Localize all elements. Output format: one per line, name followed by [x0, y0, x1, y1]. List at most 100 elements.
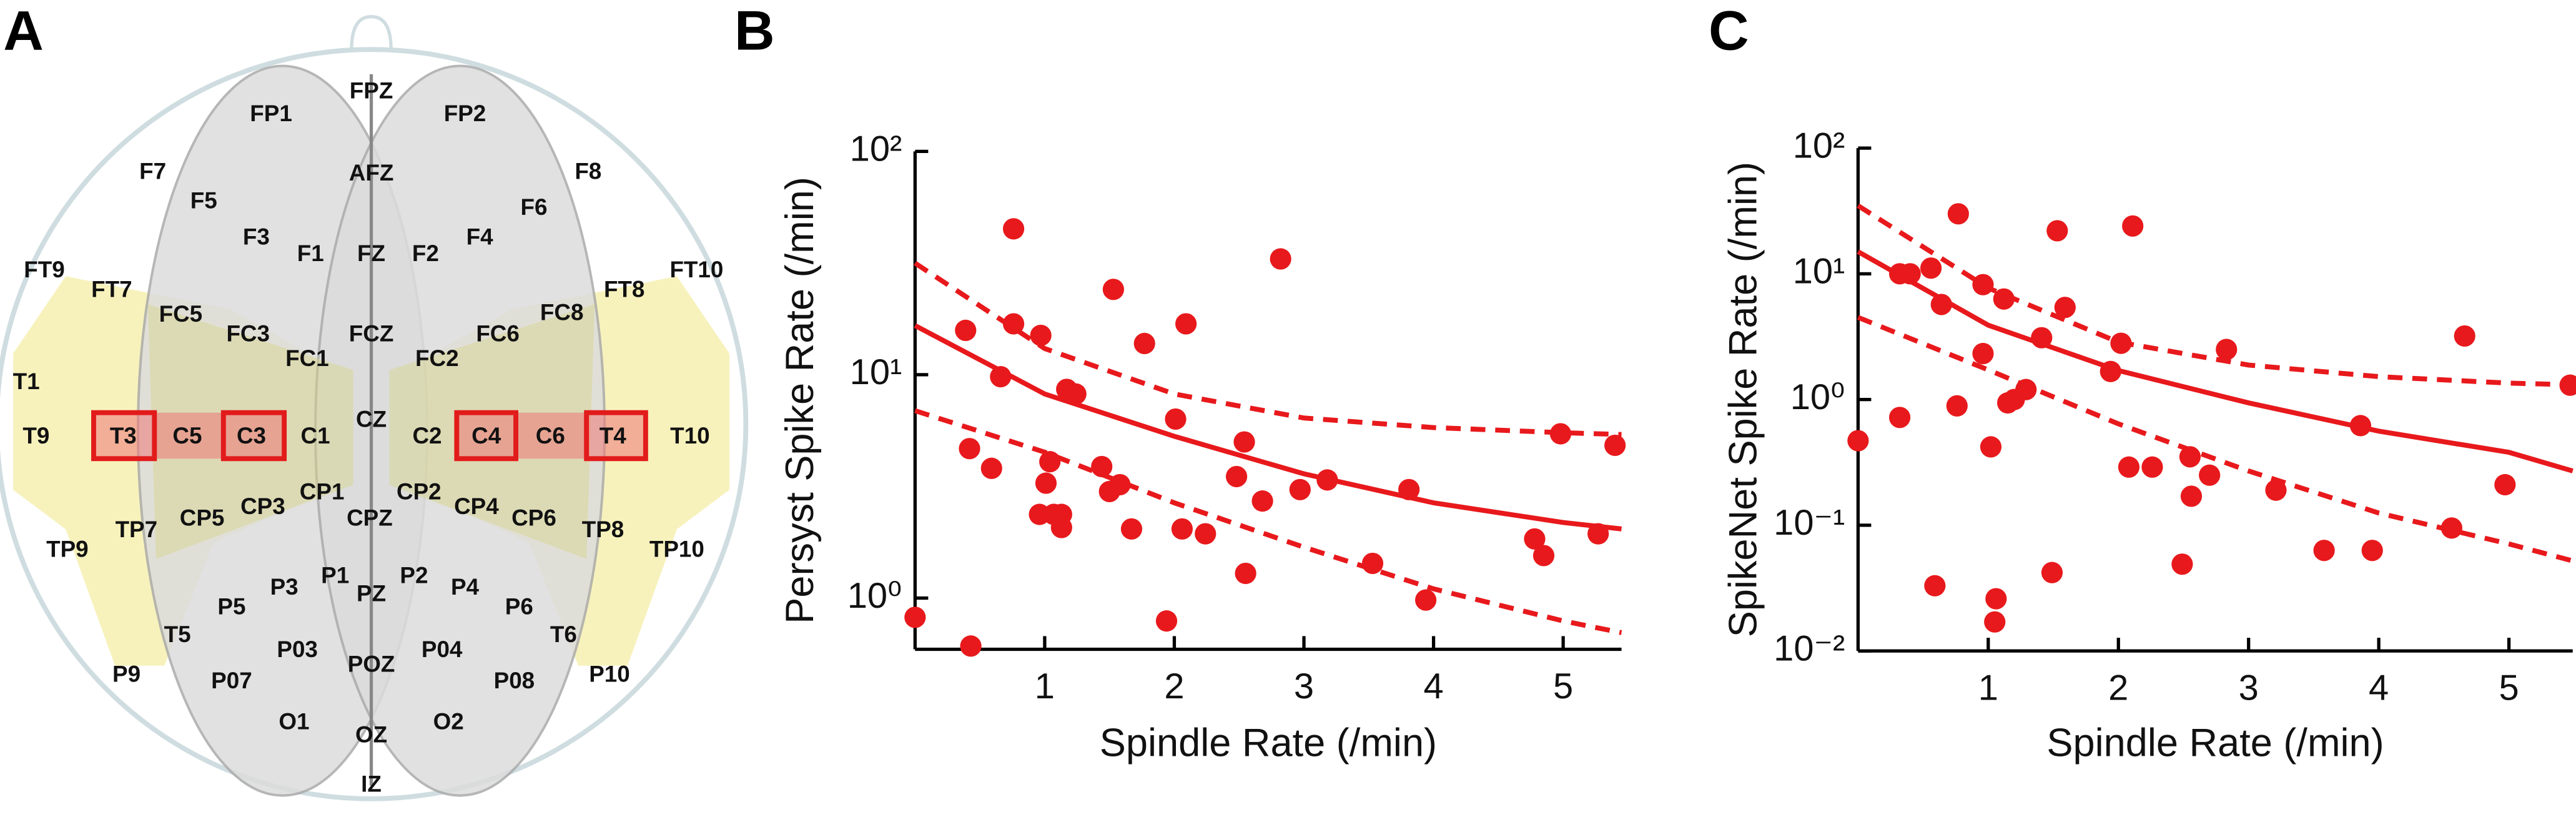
- data-point: [955, 319, 977, 341]
- electrode-label: FC2: [415, 345, 459, 371]
- data-point: [1532, 545, 1555, 567]
- x-tick-label: 1: [1035, 666, 1055, 706]
- electrode-label: T6: [550, 621, 577, 647]
- data-point: [1195, 523, 1216, 545]
- highlight-band: [456, 412, 646, 459]
- electrode-label: FCZ: [349, 321, 394, 347]
- data-point: [2179, 446, 2201, 468]
- electrode-label: AFZ: [349, 160, 394, 186]
- electrode-label: CPZ: [347, 505, 393, 530]
- y-axis-title: Persyst Spike Rate (/min): [778, 177, 822, 624]
- electrode-label: P6: [505, 593, 533, 619]
- data-point: [1171, 518, 1193, 540]
- data-point: [1175, 313, 1197, 335]
- data-point: [1947, 203, 1969, 225]
- electrode-label: POZ: [348, 651, 395, 676]
- electrode-label: P08: [494, 668, 535, 693]
- electrode-label: F2: [412, 240, 439, 266]
- data-point: [1155, 610, 1178, 632]
- electrode-label: C4: [471, 423, 501, 448]
- brain-diagram: FPZ FP1 FP2 F7 AFZ F8 F5 F6 F3 F4 F1 FZ F2 FT9 FT10 FT7…: [0, 14, 749, 801]
- x-tick-label: 4: [1423, 666, 1443, 706]
- y-tick-label: 10¹: [1793, 252, 1845, 292]
- electrode-label: P03: [277, 636, 318, 662]
- electrode-label: C3: [237, 423, 266, 448]
- electrode-label: F6: [520, 194, 547, 220]
- data-point: [1946, 395, 1968, 417]
- data-point: [2313, 540, 2335, 562]
- data-point: [2054, 297, 2076, 319]
- y-tick-label: 10⁰: [1790, 377, 1845, 417]
- electrode-label: CZ: [356, 407, 387, 432]
- x-tick-label: 4: [2369, 668, 2389, 708]
- electrode-label: TP10: [649, 536, 704, 562]
- electrode-label: CP3: [240, 493, 285, 519]
- electrode-label: P07: [211, 668, 252, 693]
- y-tick-label: 10²: [850, 129, 902, 169]
- electrode-label: CP5: [180, 505, 225, 530]
- electrode-label: FP2: [444, 101, 486, 126]
- electrode-label: P04: [422, 636, 463, 662]
- data-point: [1133, 332, 1155, 355]
- data-point: [2180, 485, 2203, 507]
- electrode-label: FT9: [24, 257, 64, 282]
- electrode-label: C2: [412, 423, 442, 448]
- data-point: [1251, 490, 1273, 512]
- data-point: [1993, 288, 2015, 310]
- electrode-label: F1: [297, 240, 324, 266]
- data-point: [1984, 611, 2006, 633]
- data-point: [1233, 431, 1255, 453]
- data-point: [1549, 423, 1572, 445]
- x-tick-label: 2: [2108, 668, 2128, 708]
- electrode-label: P9: [112, 661, 141, 686]
- data-point: [980, 457, 1002, 479]
- x-tick-label: 3: [2239, 668, 2259, 708]
- electrode-label: OZ: [355, 722, 387, 748]
- electrode-label: IZ: [361, 771, 382, 797]
- electrode-label: T4: [600, 423, 626, 448]
- data-point: [1980, 436, 2002, 458]
- head-outline: [0, 47, 749, 801]
- data-point: [904, 607, 926, 628]
- x-tick-label: 1: [1978, 668, 1998, 708]
- electrode-label: F7: [139, 158, 166, 184]
- panel-label: C: [1709, 0, 1749, 61]
- electrode-label: FT10: [669, 257, 723, 282]
- highlight-box: [220, 410, 287, 462]
- data-point: [2361, 540, 2383, 562]
- electrode-label: CP6: [511, 505, 556, 530]
- y-tick-label: 10²: [1793, 126, 1845, 166]
- y-tick-label: 10⁰: [847, 576, 902, 616]
- confidence-line: [1857, 204, 2573, 387]
- electrode-label: FT7: [91, 277, 132, 302]
- highlight-box: [454, 410, 518, 462]
- electrode-label: P5: [217, 593, 245, 619]
- electrode-label: FC3: [226, 321, 270, 347]
- electrode-label: TP9: [46, 536, 89, 562]
- y-tick-label: 10⁻²: [1774, 628, 1845, 668]
- y-tick-label: 10⁻¹: [1774, 503, 1845, 543]
- electrode-label: F5: [190, 188, 217, 214]
- electrode-label: CP4: [454, 493, 499, 519]
- data-point: [1361, 552, 1384, 575]
- data-point: [2046, 220, 2068, 242]
- electrode-label: CP2: [397, 478, 442, 504]
- data-point: [2041, 562, 2063, 583]
- data-point: [960, 635, 982, 657]
- electrode-label: FZ: [357, 240, 385, 266]
- data-point: [1235, 562, 1256, 585]
- data-point: [2118, 456, 2140, 478]
- electrode-label: T5: [164, 621, 191, 647]
- electrode-label: PZ: [357, 580, 386, 606]
- data-point: [1039, 451, 1061, 473]
- data-point: [1165, 408, 1187, 430]
- confidence-line: [1857, 315, 2574, 563]
- electrode-label: F4: [466, 224, 493, 250]
- data-point: [1289, 478, 1311, 500]
- electrode-label: F8: [575, 158, 601, 184]
- data-point: [1847, 430, 1869, 452]
- x-axis-title: Spindle Rate (/min): [2046, 721, 2384, 765]
- y-tick-label: 10¹: [850, 352, 902, 392]
- fit-line: [1857, 249, 2574, 473]
